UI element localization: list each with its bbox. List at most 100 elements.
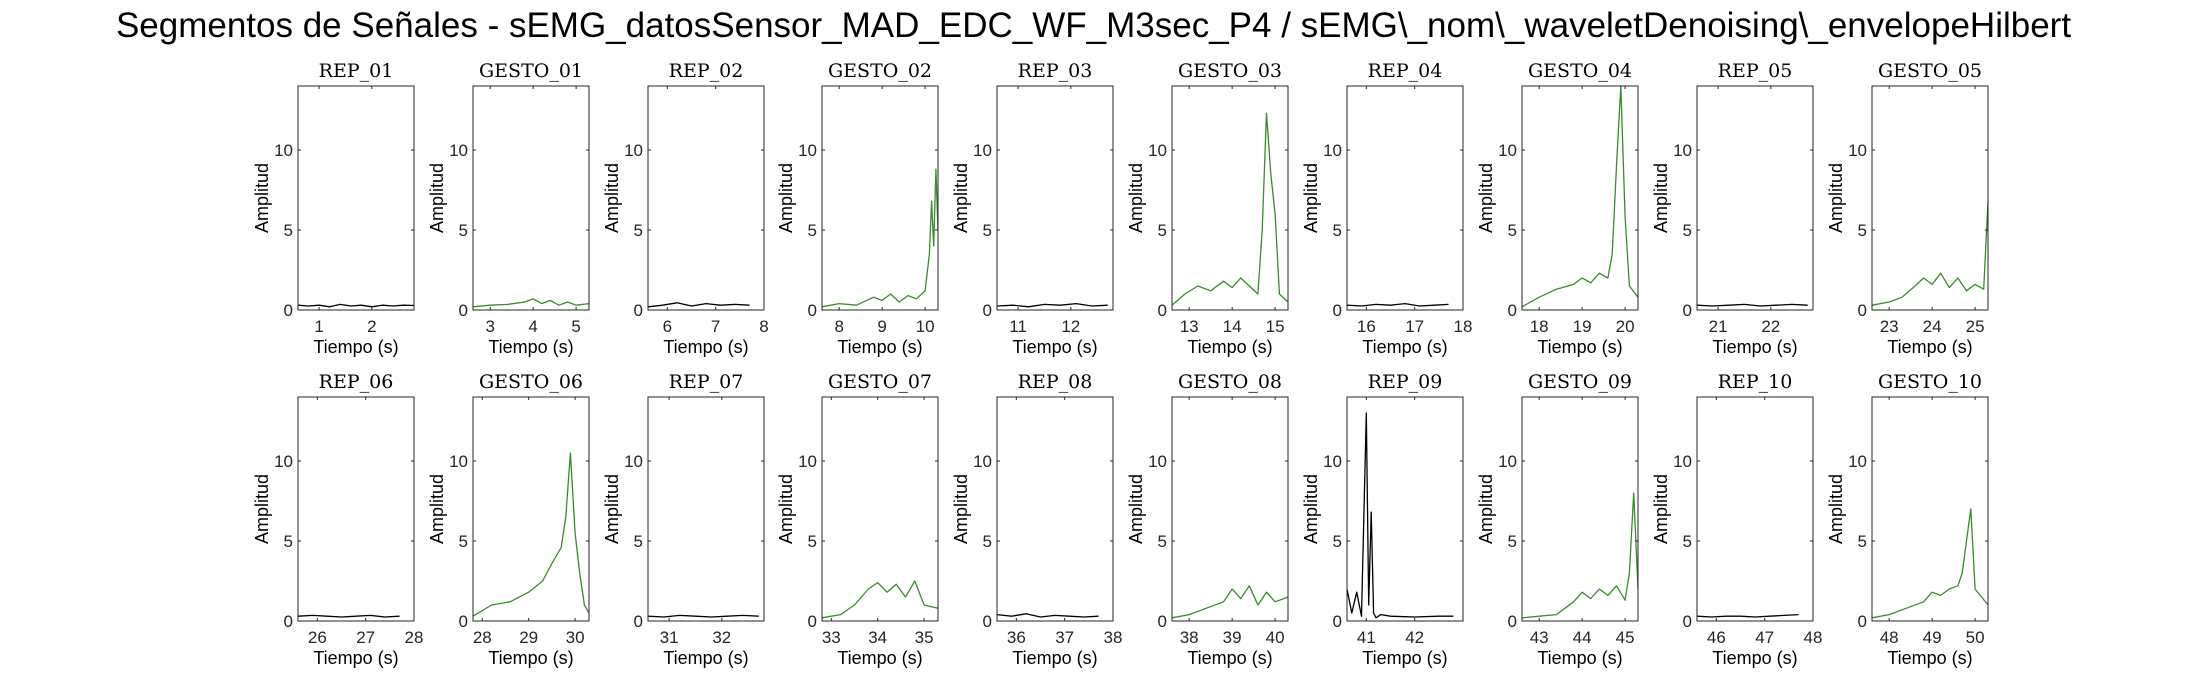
y-tick-label: 5 [983, 221, 992, 240]
x-tick-label: 2 [367, 317, 376, 336]
x-tick-label: 46 [1707, 628, 1726, 647]
y-tick-label: 0 [808, 301, 817, 320]
y-tick-label: 5 [983, 532, 992, 551]
x-tick-label: 20 [1616, 317, 1635, 336]
subplot-title: GESTO_08 [1178, 371, 1282, 393]
y-axis-label: Amplitud [1651, 474, 1671, 544]
subplot-title: REP_06 [319, 371, 394, 393]
signal-line [1346, 302, 1449, 307]
y-tick-label: 5 [1683, 532, 1692, 551]
signal-line [472, 452, 590, 617]
subplot: GESTO_10 48 49 50 0 5 10 Tiempo (s) Amplitud [1826, 371, 1989, 668]
x-tick-label: 19 [1573, 317, 1592, 336]
signal-line [1871, 508, 1989, 619]
axes-box [1871, 396, 1989, 622]
subplot: REP_05 21 22 0 5 10 Tiempo (s) Amplitud [1651, 60, 1814, 357]
y-tick-label: 10 [1498, 141, 1517, 160]
x-tick-label: 26 [308, 628, 327, 647]
axes-box [1171, 396, 1289, 622]
y-axis-label: Amplitud [1126, 163, 1146, 233]
y-axis-label: Amplitud [776, 474, 796, 544]
y-tick-label: 0 [284, 301, 293, 320]
axes-box [297, 396, 415, 622]
axes-box [472, 396, 590, 622]
axes-box [1521, 85, 1639, 311]
y-axis-label: Amplitud [951, 474, 971, 544]
y-tick-label: 5 [459, 532, 468, 551]
axes-box [1521, 396, 1639, 622]
x-tick-label: 17 [1405, 317, 1424, 336]
subplot-title: GESTO_03 [1178, 60, 1282, 82]
x-axis-label: Tiempo (s) [1187, 337, 1272, 357]
subplot: GESTO_06 28 29 30 0 5 10 Tiempo (s) Amplitud [427, 371, 590, 668]
x-tick-label: 10 [916, 317, 935, 336]
signal-line [821, 580, 939, 619]
x-axis-label: Tiempo (s) [1887, 648, 1972, 668]
y-tick-label: 5 [1333, 221, 1342, 240]
y-tick-label: 10 [449, 141, 468, 160]
y-tick-label: 5 [1158, 221, 1167, 240]
subplot: REP_01 1 2 0 5 10 Tiempo (s) Amplitud [252, 60, 415, 357]
x-axis-label: Tiempo (s) [663, 648, 748, 668]
y-axis-label: Amplitud [1126, 474, 1146, 544]
x-tick-label: 3 [485, 317, 494, 336]
x-tick-label: 38 [1104, 628, 1123, 647]
x-axis-label: Tiempo (s) [1712, 337, 1797, 357]
y-tick-label: 0 [1508, 612, 1517, 631]
x-tick-label: 50 [1966, 628, 1985, 647]
y-tick-label: 5 [1683, 221, 1692, 240]
x-axis-label: Tiempo (s) [313, 337, 398, 357]
y-tick-label: 5 [1508, 532, 1517, 551]
x-tick-label: 48 [1880, 628, 1899, 647]
x-axis-label: Tiempo (s) [1362, 337, 1447, 357]
subplot: REP_07 31 32 0 5 10 Tiempo (s) Amplitud [602, 371, 765, 668]
y-tick-label: 10 [1323, 452, 1342, 471]
y-tick-label: 5 [634, 221, 643, 240]
y-axis-label: Amplitud [1301, 163, 1321, 233]
x-tick-label: 18 [1530, 317, 1549, 336]
y-axis-label: Amplitud [252, 163, 272, 233]
signal-line [297, 614, 400, 618]
y-axis-label: Amplitud [1826, 474, 1846, 544]
y-axis-label: Amplitud [1476, 163, 1496, 233]
subplot-title: REP_02 [669, 60, 744, 82]
x-tick-label: 30 [566, 628, 585, 647]
x-tick-label: 14 [1223, 317, 1242, 336]
axes-box [1696, 85, 1814, 311]
signal-line [1696, 303, 1808, 307]
x-tick-label: 8 [759, 317, 768, 336]
y-tick-label: 10 [1148, 141, 1167, 160]
y-axis-label: Amplitud [427, 163, 447, 233]
subplot: REP_10 46 47 48 0 5 10 Tiempo (s) Amplitud [1651, 371, 1822, 668]
subplot: GESTO_01 3 4 5 0 5 10 Tiempo (s) Amplitud [427, 60, 590, 357]
axes-box [1696, 396, 1814, 622]
y-tick-label: 0 [1508, 301, 1517, 320]
y-tick-label: 0 [459, 301, 468, 320]
x-axis-label: Tiempo (s) [1012, 337, 1097, 357]
subplot-title: GESTO_01 [479, 60, 583, 82]
signal-line [1171, 112, 1289, 306]
y-tick-label: 10 [973, 141, 992, 160]
y-tick-label: 5 [1508, 221, 1517, 240]
y-tick-label: 0 [634, 612, 643, 631]
y-tick-label: 10 [624, 141, 643, 160]
subplot: REP_08 36 37 38 0 5 10 Tiempo (s) Amplitud [951, 371, 1122, 668]
y-tick-label: 5 [1158, 532, 1167, 551]
y-tick-label: 0 [1683, 301, 1692, 320]
y-axis-label: Amplitud [427, 474, 447, 544]
x-axis-label: Tiempo (s) [837, 648, 922, 668]
x-tick-label: 34 [868, 628, 887, 647]
subplot-title: REP_08 [1018, 371, 1093, 393]
x-axis-label: Tiempo (s) [1537, 648, 1622, 668]
x-tick-label: 23 [1880, 317, 1899, 336]
x-tick-label: 31 [660, 628, 679, 647]
x-tick-label: 6 [663, 317, 672, 336]
y-tick-label: 10 [449, 452, 468, 471]
axes-box [821, 85, 939, 311]
subplot: GESTO_08 38 39 40 0 5 10 Tiempo (s) Amplitud [1126, 371, 1289, 668]
x-tick-label: 11 [1009, 317, 1027, 336]
axes-box [647, 396, 765, 622]
y-axis-label: Amplitud [1651, 163, 1671, 233]
y-axis-label: Amplitud [602, 163, 622, 233]
signal-line [1871, 201, 1989, 306]
